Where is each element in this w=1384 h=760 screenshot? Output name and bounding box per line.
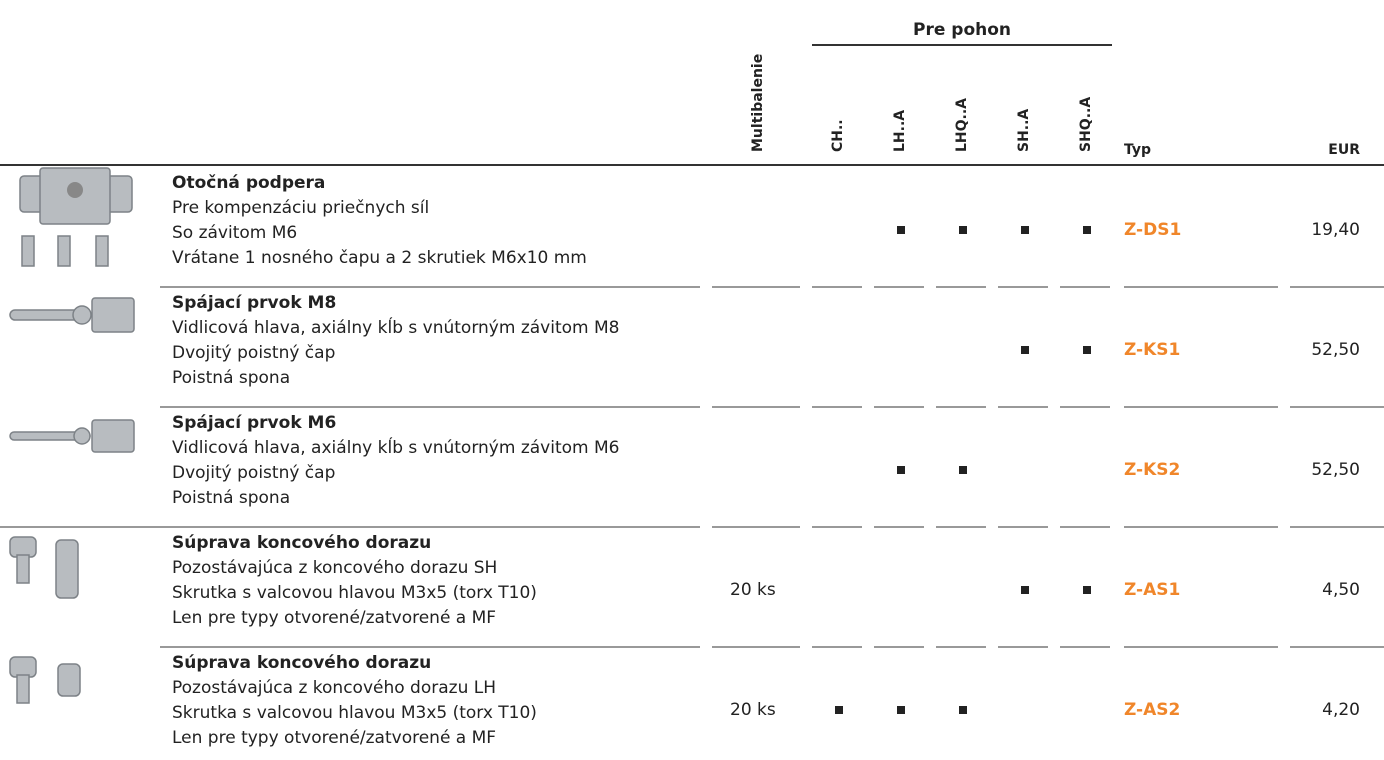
product-title: Súprava koncového dorazu: [172, 653, 431, 673]
product-line: Dvojitý poistný čap: [172, 463, 335, 483]
price: 52,50: [1311, 340, 1360, 360]
drive-marker: [897, 226, 905, 234]
type-code[interactable]: Z-AS2: [1124, 700, 1180, 720]
product-images: [9, 167, 135, 704]
drive-marker: [835, 706, 843, 714]
column-header: LHQ..A: [954, 98, 970, 152]
type-code[interactable]: Z-AS1: [1124, 580, 1180, 600]
drive-marker: [1021, 226, 1029, 234]
group-header: Pre pohon: [913, 20, 1011, 40]
drive-marker: [1083, 586, 1091, 594]
column-header: Multibalenie: [750, 54, 766, 152]
product-line: Vidlicová hlava, axiálny kĺb s vnútorným…: [172, 316, 619, 338]
drive-marker: [897, 706, 905, 714]
multipack: 20 ks: [730, 580, 776, 600]
image-link-m6: [9, 419, 135, 453]
column-header: LH..A: [892, 110, 908, 152]
product-line: Dvojitý poistný čap: [172, 343, 335, 363]
column-header: Typ: [1124, 142, 1151, 158]
column-header: SHQ..A: [1078, 97, 1094, 152]
drive-marker: [959, 466, 967, 474]
product-line: Vrátane 1 nosného čapu a 2 skrutiek M6x1…: [172, 248, 587, 268]
price: 52,50: [1311, 460, 1360, 480]
product-line: Len pre typy otvorené/zatvorené a MF: [172, 728, 496, 748]
product-line: Skrutka s valcovou hlavou M3x5 (torx T10…: [172, 583, 537, 603]
product-line: Pozostávajúca z koncového dorazu LH: [172, 678, 496, 698]
product-title: Otočná podpera: [172, 173, 325, 193]
drive-marker: [1021, 346, 1029, 354]
column-header: EUR: [1328, 142, 1360, 158]
drive-marker: [897, 466, 905, 474]
product-line: Poistná spona: [172, 488, 290, 508]
price: 4,20: [1322, 700, 1360, 720]
type-code[interactable]: Z-KS2: [1124, 460, 1180, 480]
column-header: CH..: [830, 119, 846, 152]
multipack: 20 ks: [730, 700, 776, 720]
image-link-m8: [9, 297, 135, 333]
product-line: Vidlicová hlava, axiálny kĺb s vnútorným…: [172, 436, 619, 458]
column-header: SH..A: [1016, 109, 1032, 152]
image-stop-kit-lh: [9, 656, 81, 704]
product-title: Spájací prvok M8: [172, 293, 336, 313]
image-support: [19, 167, 133, 267]
drive-marker: [1083, 226, 1091, 234]
product-line: Len pre typy otvorené/zatvorené a MF: [172, 608, 496, 628]
drive-marker: [959, 706, 967, 714]
product-line: So závitom M6: [172, 223, 297, 243]
product-title: Súprava koncového dorazu: [172, 533, 431, 553]
product-line: Pozostávajúca z koncového dorazu SH: [172, 558, 497, 578]
price: 19,40: [1311, 220, 1360, 240]
type-code[interactable]: Z-KS1: [1124, 340, 1180, 360]
drive-marker: [959, 226, 967, 234]
product-line: Poistná spona: [172, 368, 290, 388]
product-line: Skrutka s valcovou hlavou M3x5 (torx T10…: [172, 703, 537, 723]
type-code[interactable]: Z-DS1: [1124, 220, 1181, 240]
image-stop-kit-sh: [9, 536, 79, 599]
drive-marker: [1083, 346, 1091, 354]
product-line: Pre kompenzáciu priečnych síl: [172, 198, 429, 218]
drive-marker: [1021, 586, 1029, 594]
product-title: Spájací prvok M6: [172, 413, 336, 433]
price: 4,50: [1322, 580, 1360, 600]
